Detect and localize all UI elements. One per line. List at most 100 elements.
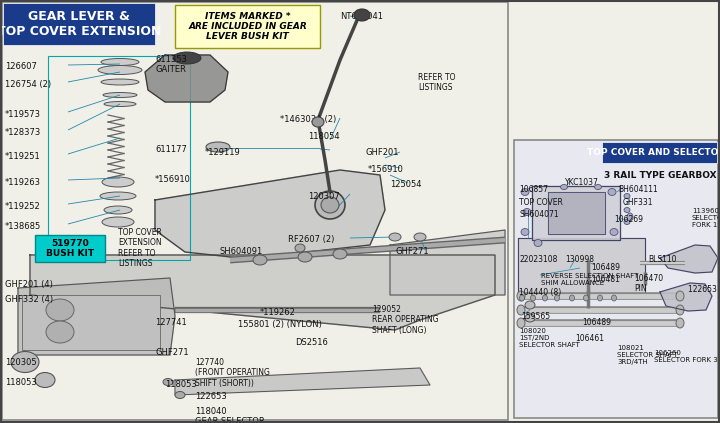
Ellipse shape (206, 142, 230, 152)
Bar (48, 56, 190, 260)
Text: 155801 (2) (NYLON): 155801 (2) (NYLON) (238, 320, 322, 329)
Text: 126754 (2): 126754 (2) (5, 80, 51, 89)
Text: 159565: 159565 (521, 312, 550, 321)
Ellipse shape (554, 295, 559, 301)
Ellipse shape (253, 255, 267, 265)
Bar (22, 295, 160, 350)
Text: 108020
1ST/2ND
SELECTOR SHAFT: 108020 1ST/2ND SELECTOR SHAFT (519, 328, 580, 348)
Ellipse shape (173, 52, 201, 64)
Ellipse shape (333, 249, 347, 259)
Text: *129119: *129119 (205, 148, 240, 157)
Ellipse shape (611, 295, 616, 301)
Ellipse shape (101, 58, 139, 66)
Text: 519770
BUSH KIT: 519770 BUSH KIT (46, 239, 94, 258)
Polygon shape (30, 255, 495, 330)
Text: 611177: 611177 (155, 145, 187, 154)
Ellipse shape (523, 209, 531, 215)
Text: *119263: *119263 (5, 178, 41, 187)
Ellipse shape (520, 295, 524, 301)
Ellipse shape (298, 252, 312, 262)
Text: GHF271: GHF271 (155, 348, 189, 357)
Text: 106260
SELECTOR FORK 3RD/4TH: 106260 SELECTOR FORK 3RD/4TH (654, 350, 720, 363)
Bar (35, 235, 105, 262)
Text: 106269: 106269 (614, 215, 643, 224)
Polygon shape (660, 245, 718, 273)
Text: TOP COVER
EXTENSION
REFER TO
LISTINGS: TOP COVER EXTENSION REFER TO LISTINGS (118, 228, 162, 268)
Text: 106857: 106857 (519, 185, 548, 194)
Ellipse shape (295, 244, 305, 252)
Text: BH604111: BH604111 (618, 185, 658, 194)
Ellipse shape (46, 299, 74, 321)
Ellipse shape (521, 189, 529, 195)
Text: 127740
(FRONT OPERATING
SHIFT (SHORT)): 127740 (FRONT OPERATING SHIFT (SHORT)) (195, 358, 270, 388)
Text: RF2607 (2): RF2607 (2) (288, 235, 334, 244)
Ellipse shape (531, 295, 536, 301)
Text: *119252: *119252 (5, 202, 41, 211)
Ellipse shape (11, 352, 39, 373)
Polygon shape (548, 192, 605, 234)
Text: 118053: 118053 (165, 380, 197, 389)
Text: SH604071: SH604071 (519, 210, 559, 219)
Ellipse shape (598, 295, 603, 301)
Text: 106489: 106489 (582, 318, 611, 327)
Text: SH604091: SH604091 (220, 247, 264, 256)
Text: TOP COVER AND SELECTORS: TOP COVER AND SELECTORS (587, 148, 720, 157)
Text: YKC1037: YKC1037 (565, 178, 599, 187)
Bar (175, 5, 320, 48)
Ellipse shape (103, 93, 137, 97)
Text: TOP COVER: TOP COVER (519, 198, 563, 207)
Ellipse shape (46, 321, 74, 343)
Text: 126607: 126607 (5, 62, 37, 71)
Ellipse shape (321, 197, 339, 213)
Ellipse shape (595, 184, 601, 190)
Text: *146303A (2): *146303A (2) (280, 115, 336, 124)
Ellipse shape (542, 295, 547, 301)
Polygon shape (660, 283, 712, 311)
Bar (3, 3, 155, 45)
Polygon shape (145, 55, 228, 102)
Ellipse shape (102, 217, 134, 227)
Polygon shape (390, 230, 505, 295)
Text: GHF201: GHF201 (365, 148, 398, 157)
Bar (602, 142, 717, 163)
Text: 118040
GEAR SELECTOR: 118040 GEAR SELECTOR (195, 407, 265, 423)
Text: 122653: 122653 (195, 392, 227, 401)
Ellipse shape (676, 305, 684, 315)
Ellipse shape (608, 189, 616, 195)
Ellipse shape (624, 208, 630, 212)
Ellipse shape (676, 291, 684, 301)
Ellipse shape (570, 295, 575, 301)
Ellipse shape (627, 213, 633, 221)
Text: 125054: 125054 (390, 180, 421, 189)
Text: *156910: *156910 (155, 175, 191, 184)
Ellipse shape (389, 233, 401, 241)
Ellipse shape (101, 79, 139, 85)
Ellipse shape (312, 117, 324, 127)
Ellipse shape (624, 193, 630, 198)
Text: 113960
SELECTOR
FORK 1ST/2ND: 113960 SELECTOR FORK 1ST/2ND (692, 208, 720, 228)
Text: 122653 (3): 122653 (3) (688, 285, 720, 294)
Polygon shape (518, 238, 645, 298)
Ellipse shape (354, 9, 370, 21)
Text: 118054: 118054 (308, 132, 340, 141)
Ellipse shape (521, 228, 529, 236)
Bar (514, 140, 718, 418)
Text: GHF332 (4): GHF332 (4) (5, 295, 53, 304)
Text: *138685: *138685 (5, 222, 41, 231)
Text: 3 RAIL TYPE GEARBOX: 3 RAIL TYPE GEARBOX (603, 171, 716, 180)
Text: NT605041: NT605041 (340, 12, 383, 21)
Text: 611353
GAITER: 611353 GAITER (155, 55, 187, 74)
Text: *119573: *119573 (5, 110, 41, 119)
Ellipse shape (163, 379, 173, 385)
Ellipse shape (104, 102, 136, 107)
Polygon shape (175, 368, 430, 395)
Text: 120307: 120307 (308, 192, 340, 201)
Text: ITEMS MARKED *
ARE INCLUDED IN GEAR
LEVER BUSH KIT: ITEMS MARKED * ARE INCLUDED IN GEAR LEVE… (188, 11, 307, 41)
Ellipse shape (100, 192, 136, 200)
Ellipse shape (102, 177, 134, 187)
Polygon shape (532, 186, 620, 240)
Text: REVERSE SELECTION SHAFT
SHIM ALLOWANCE: REVERSE SELECTION SHAFT SHIM ALLOWANCE (541, 273, 639, 286)
Text: *119262: *119262 (260, 308, 296, 317)
Ellipse shape (676, 318, 684, 328)
Ellipse shape (35, 373, 55, 387)
